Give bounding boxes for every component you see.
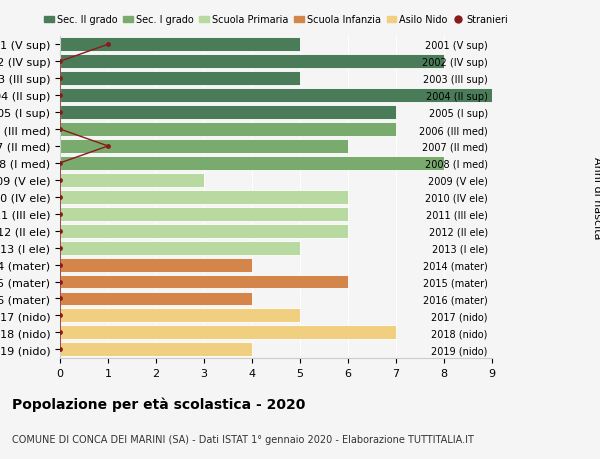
Bar	[60, 258, 252, 272]
Bar	[60, 72, 300, 86]
Bar	[60, 106, 396, 120]
Bar	[60, 55, 444, 69]
Bar	[60, 190, 348, 204]
Legend: Sec. II grado, Sec. I grado, Scuola Primaria, Scuola Infanzia, Asilo Nido, Stran: Sec. II grado, Sec. I grado, Scuola Prim…	[44, 16, 508, 25]
Bar	[60, 342, 252, 357]
Bar	[60, 275, 348, 289]
Bar	[60, 207, 348, 221]
Text: Popolazione per età scolastica - 2020: Popolazione per età scolastica - 2020	[12, 397, 305, 412]
Bar	[60, 241, 300, 255]
Bar	[60, 292, 252, 306]
Bar	[60, 140, 348, 154]
Bar	[60, 309, 300, 323]
Bar	[60, 157, 444, 170]
Text: COMUNE DI CONCA DEI MARINI (SA) - Dati ISTAT 1° gennaio 2020 - Elaborazione TUTT: COMUNE DI CONCA DEI MARINI (SA) - Dati I…	[12, 434, 474, 444]
Bar	[60, 174, 204, 187]
Bar	[60, 224, 348, 238]
Bar	[60, 123, 396, 137]
Bar	[60, 89, 492, 103]
Text: Anni di nascita: Anni di nascita	[592, 156, 600, 239]
Bar	[60, 326, 396, 340]
Bar	[60, 38, 300, 52]
